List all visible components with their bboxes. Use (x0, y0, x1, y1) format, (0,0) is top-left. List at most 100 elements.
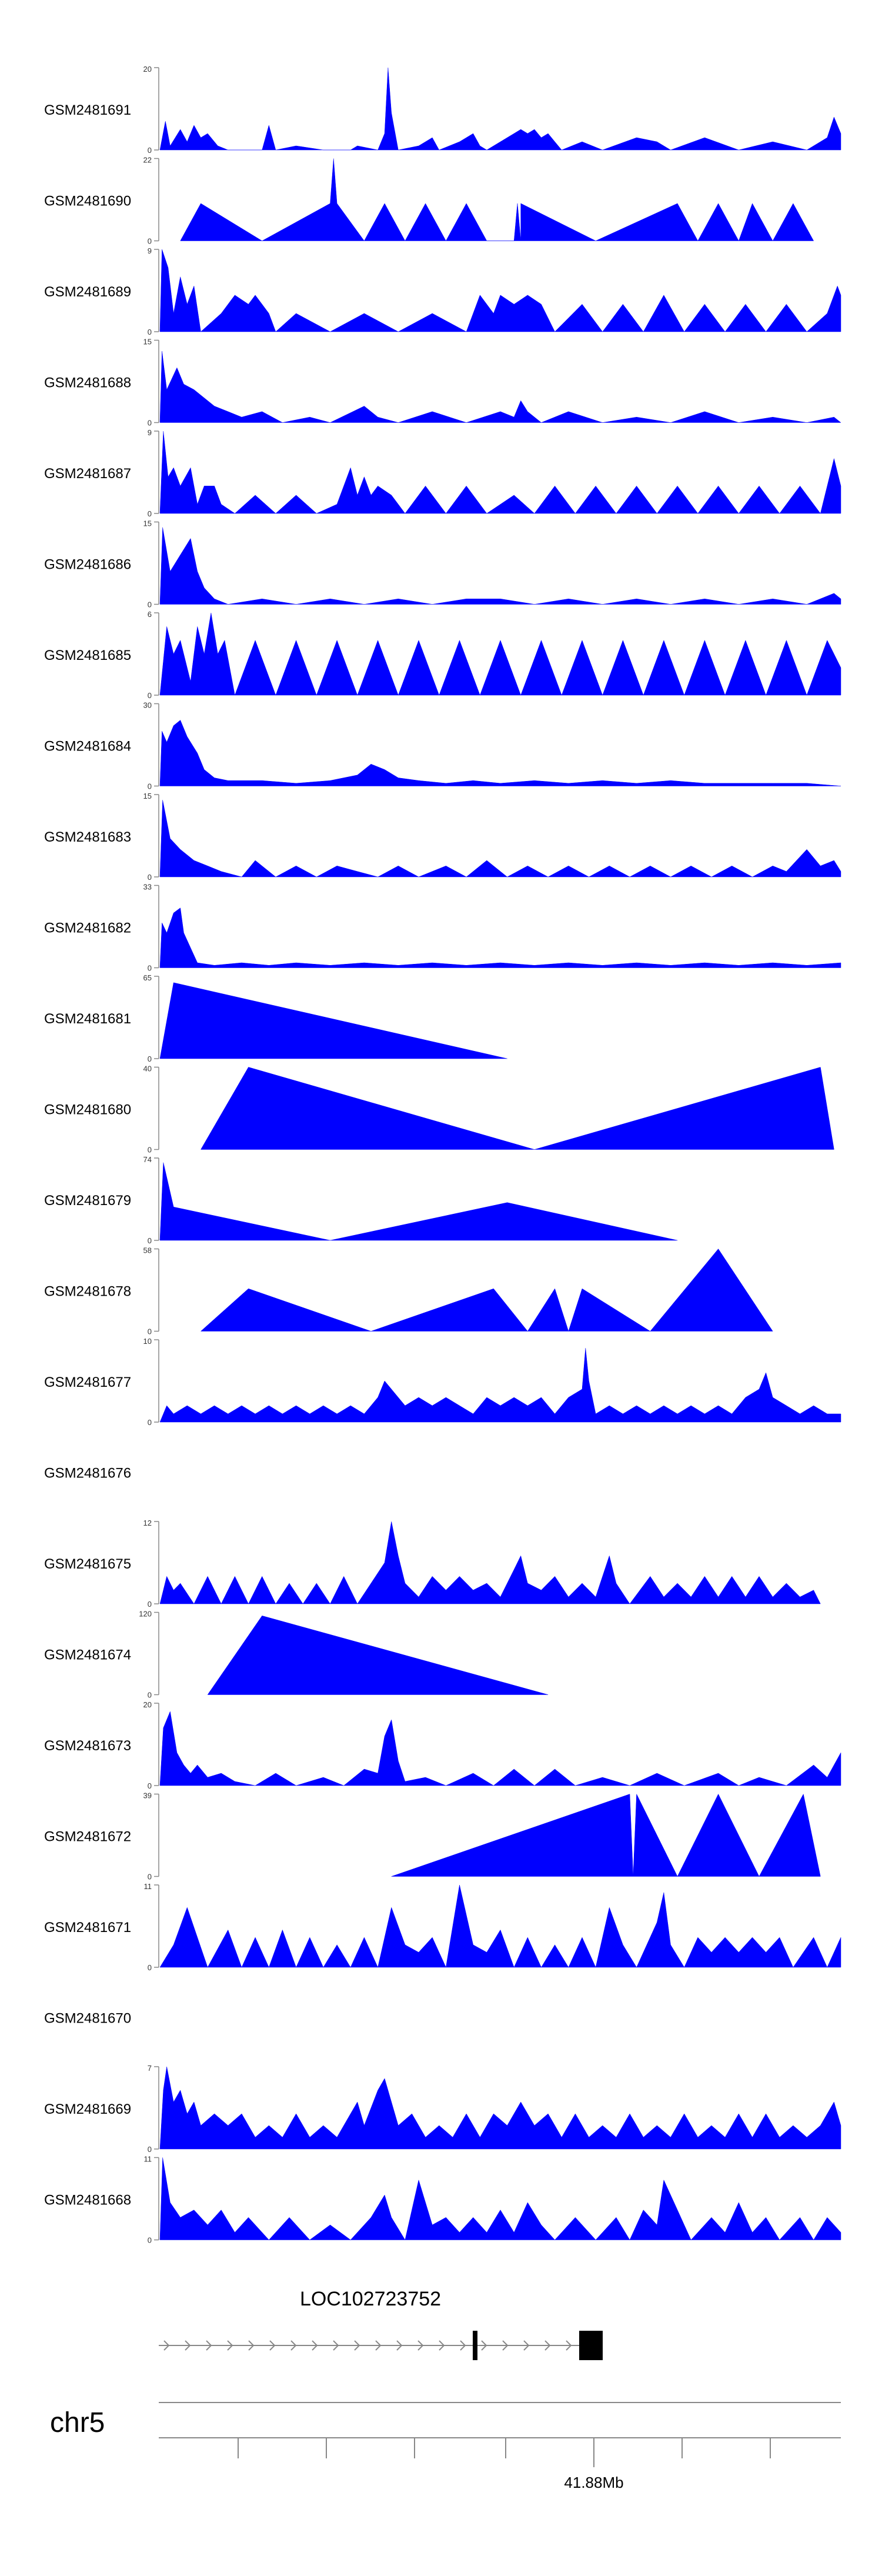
y-axis-min-label: 0 (148, 419, 152, 428)
coverage-area (159, 431, 841, 514)
y-axis-max-label: 30 (143, 701, 152, 710)
coverage-area (159, 1521, 821, 1604)
strand-arrow (333, 2340, 339, 2351)
strand-arrow (312, 2340, 318, 2351)
coverage-area (159, 800, 841, 877)
track-GSM2481679: GSM2481679 74 0 (44, 1155, 678, 1245)
track-GSM2481690: GSM2481690 22 0 (44, 156, 814, 246)
track-label: GSM2481684 (44, 739, 131, 755)
y-axis-min-label: 0 (148, 146, 152, 155)
y-axis-min-label: 0 (148, 328, 152, 336)
y-axis-max-label: 74 (143, 1155, 152, 1164)
track-label: GSM2481679 (44, 1193, 131, 1209)
y-axis-max-label: 58 (143, 1246, 152, 1255)
y-axis-min-label: 0 (148, 1781, 152, 1790)
coverage-area (159, 2066, 841, 2150)
y-axis-min-label: 0 (148, 600, 152, 609)
strand-arrow (481, 2340, 487, 2351)
y-axis-max-label: 15 (143, 792, 152, 800)
track-GSM2481683: GSM2481683 15 0 (44, 792, 841, 882)
coverage-area (391, 1793, 821, 1877)
strand-arrow (227, 2340, 233, 2351)
track-GSM2481678: GSM2481678 58 0 (44, 1246, 773, 1336)
y-axis-max-label: 11 (144, 2155, 152, 2164)
coverage-area (159, 612, 841, 696)
track-GSM2481689: GSM2481689 9 0 (44, 246, 841, 336)
strand-arrow (566, 2340, 572, 2351)
y-axis-max-label: 65 (143, 973, 152, 982)
coverage-area (200, 1249, 773, 1332)
y-axis-max-label: 39 (143, 1791, 152, 1800)
strand-arrow (544, 2340, 551, 2351)
coverage-area (180, 158, 814, 242)
track-label: GSM2481682 (44, 920, 131, 936)
y-axis-max-label: 7 (148, 2064, 152, 2073)
track-GSM2481669: GSM2481669 7 0 (44, 2064, 841, 2154)
y-axis-min-label: 0 (148, 691, 152, 700)
strand-arrow (523, 2340, 530, 2351)
coverage-area (159, 720, 841, 786)
coverage-area (201, 1067, 834, 1150)
y-axis-max-label: 11 (144, 1882, 152, 1891)
strand-arrow (439, 2340, 445, 2351)
y-axis-max-label: 15 (143, 338, 152, 346)
coverage-area (159, 1162, 678, 1241)
y-axis-min-label: 0 (148, 1055, 152, 1063)
strand-arrow (269, 2340, 276, 2351)
strand-arrow (375, 2340, 382, 2351)
track-label: GSM2481678 (44, 1284, 131, 1300)
track-label: GSM2481688 (44, 375, 131, 391)
track-label: GSM2481675 (44, 1556, 131, 1572)
strand-arrow (163, 2340, 170, 2351)
y-axis-min-label: 0 (148, 237, 152, 246)
strand-arrow (417, 2340, 424, 2351)
strand-arrows (163, 2340, 572, 2351)
chromosome-label: chr5 (50, 2407, 105, 2438)
y-axis-min-label: 0 (148, 2145, 152, 2154)
gene-exon-large (579, 2331, 603, 2360)
y-axis-min-label: 0 (148, 1873, 152, 1881)
track-GSM2481680: GSM2481680 40 0 (44, 1065, 834, 1154)
track-GSM2481676: GSM2481676 (44, 1466, 131, 1481)
strand-arrow (248, 2340, 255, 2351)
strand-arrow (354, 2340, 360, 2351)
track-label: GSM2481673 (44, 1738, 131, 1754)
y-axis-min-label: 0 (148, 1146, 152, 1154)
y-axis-min-label: 0 (148, 1963, 152, 1972)
track-label: GSM2481686 (44, 557, 131, 573)
strand-arrow (396, 2340, 403, 2351)
strand-arrow (185, 2340, 191, 2351)
coverage-area (159, 67, 841, 151)
strand-arrow (290, 2340, 297, 2351)
track-label: GSM2481670 (44, 2011, 131, 2027)
y-axis-max-label: 9 (148, 246, 152, 255)
track-label: GSM2481674 (44, 1647, 131, 1663)
track-GSM2481670: GSM2481670 (44, 2011, 131, 2027)
track-label: GSM2481681 (44, 1011, 131, 1027)
y-axis-min-label: 0 (148, 1600, 152, 1609)
y-axis-min-label: 0 (148, 1691, 152, 1700)
track-label: GSM2481668 (44, 2193, 131, 2208)
track-GSM2481681: GSM2481681 65 0 (44, 973, 507, 1063)
strand-arrow (460, 2340, 466, 2351)
y-axis-max-label: 120 (139, 1610, 152, 1619)
y-axis-min-label: 0 (148, 873, 152, 882)
y-axis-max-label: 22 (143, 156, 152, 165)
track-label: GSM2481689 (44, 284, 131, 300)
coverage-area (159, 249, 841, 332)
coverage-area (207, 1616, 549, 1695)
track-label: GSM2481669 (44, 2101, 131, 2117)
strand-arrow (206, 2340, 212, 2351)
track-label: GSM2481687 (44, 466, 131, 482)
coverage-area (159, 1347, 841, 1423)
track-label: GSM2481691 (44, 102, 131, 118)
track-label: GSM2481672 (44, 1829, 131, 1845)
y-axis-max-label: 15 (143, 519, 152, 528)
track-label: GSM2481685 (44, 648, 131, 663)
track-GSM2481668: GSM2481668 11 0 (44, 2155, 841, 2245)
coverage-area (159, 907, 841, 968)
y-axis-min-label: 0 (148, 2236, 152, 2245)
coverage-area (159, 1884, 841, 1968)
coverage-area (159, 982, 507, 1059)
track-GSM2481688: GSM2481688 15 0 (44, 338, 841, 428)
